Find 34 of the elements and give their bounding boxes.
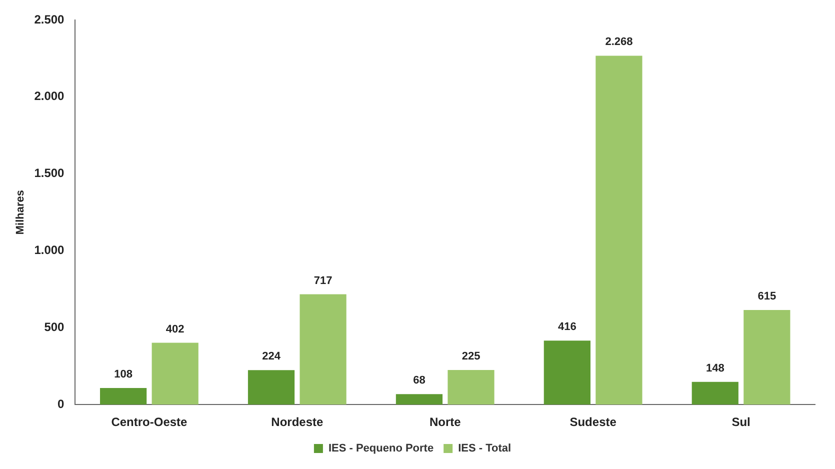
bar	[692, 382, 738, 405]
data-label: 615	[758, 290, 776, 303]
y-tick-label: 2.500	[34, 12, 65, 26]
data-label: 224	[262, 350, 282, 363]
bar	[544, 340, 590, 405]
bar	[744, 310, 790, 405]
bar	[300, 294, 346, 405]
bar	[396, 394, 443, 405]
x-tick-label: Norte	[429, 415, 462, 430]
bar	[596, 56, 642, 405]
bar	[100, 388, 147, 405]
bar	[248, 370, 295, 405]
x-tick-label: Sudeste	[570, 415, 617, 430]
x-tick-label: Sul	[732, 415, 750, 430]
data-label: 717	[314, 274, 332, 287]
data-label: 108	[114, 368, 132, 381]
y-axis-title: Milhares	[14, 190, 27, 235]
legend-label: IES - Total	[458, 442, 512, 455]
x-tick-label: Centro-Oeste	[111, 415, 188, 430]
data-label: 225	[462, 350, 480, 363]
x-tick-label: Nordeste	[271, 415, 324, 430]
data-label: 2.268	[605, 36, 633, 48]
data-label: 402	[166, 323, 184, 336]
data-label: 68	[413, 374, 426, 387]
bar	[152, 342, 198, 405]
bar	[448, 370, 494, 405]
legend-label: IES - Pequeno Porte	[328, 442, 434, 455]
y-tick-label: 1.000	[34, 243, 65, 258]
y-tick-label: 2.000	[34, 89, 65, 104]
data-label: 416	[558, 321, 576, 334]
data-label: 148	[706, 362, 724, 374]
y-tick-label: 500	[44, 320, 65, 334]
y-tick-label: 1.500	[34, 166, 65, 180]
y-tick-label: 0	[58, 396, 65, 411]
